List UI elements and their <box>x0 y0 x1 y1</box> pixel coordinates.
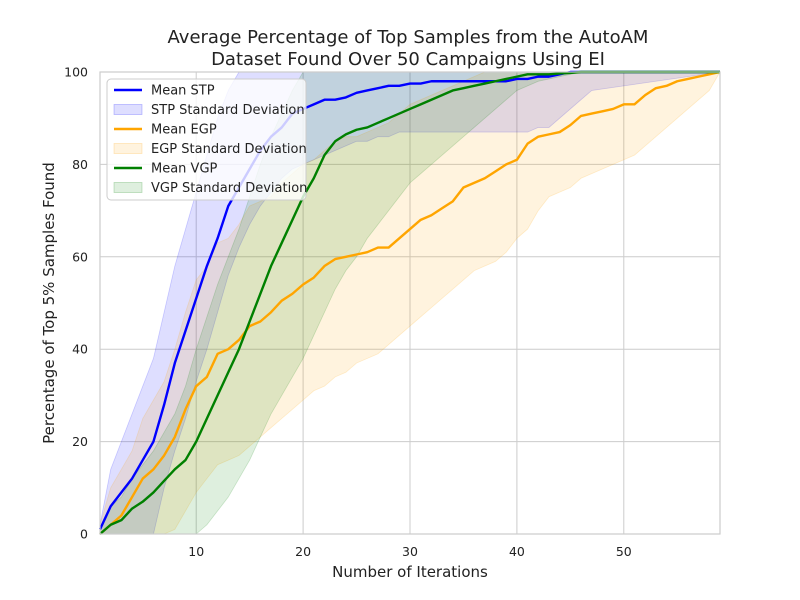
legend-band-swatch <box>113 104 143 115</box>
legend-label: STP Standard Deviation <box>151 103 305 118</box>
x-tick-label: 30 <box>402 544 418 559</box>
tick-labels: 10 20 30 40 50 0 20 40 60 80 100 <box>64 65 632 560</box>
y-tick-label: 0 <box>80 527 88 542</box>
x-axis-label: Number of Iterations <box>332 563 488 581</box>
x-tick-label: 50 <box>616 544 632 559</box>
legend-label: Mean EGP <box>151 123 217 138</box>
chart-title-line-1: Average Percentage of Top Samples from t… <box>168 27 649 48</box>
y-tick-label: 100 <box>64 65 88 80</box>
mean-lines <box>98 70 721 535</box>
legend-label: Mean STP <box>151 84 215 99</box>
legend-label: EGP Standard Deviation <box>151 142 307 157</box>
mean-line-1 <box>99 70 721 535</box>
legend-band-swatch <box>113 182 143 193</box>
legend-label: VGP Standard Deviation <box>151 181 307 196</box>
std-band-1 <box>99 71 721 535</box>
plot-frame <box>99 71 721 535</box>
x-tick-label: 40 <box>509 544 525 559</box>
y-axis-label: Percentage of Top 5% Samples Found <box>40 162 58 444</box>
legend-label: Mean VGP <box>151 162 218 177</box>
y-tick-label: 40 <box>72 342 88 357</box>
x-tick-label: 20 <box>295 544 311 559</box>
legend-band-swatch <box>113 143 143 154</box>
mean-line-2 <box>99 70 720 535</box>
y-tick-label: 60 <box>72 249 88 264</box>
legend: Mean STP STP Standard Deviation Mean EGP EG… <box>106 78 307 201</box>
x-tick-label: 10 <box>188 544 204 559</box>
chart-title-line-2: Dataset Found Over 50 Campaigns Using EI <box>211 49 605 70</box>
y-tick-label: 20 <box>72 434 88 449</box>
y-tick-label: 80 <box>72 157 88 172</box>
mean-line-0 <box>98 70 720 530</box>
legend-box <box>106 78 307 201</box>
